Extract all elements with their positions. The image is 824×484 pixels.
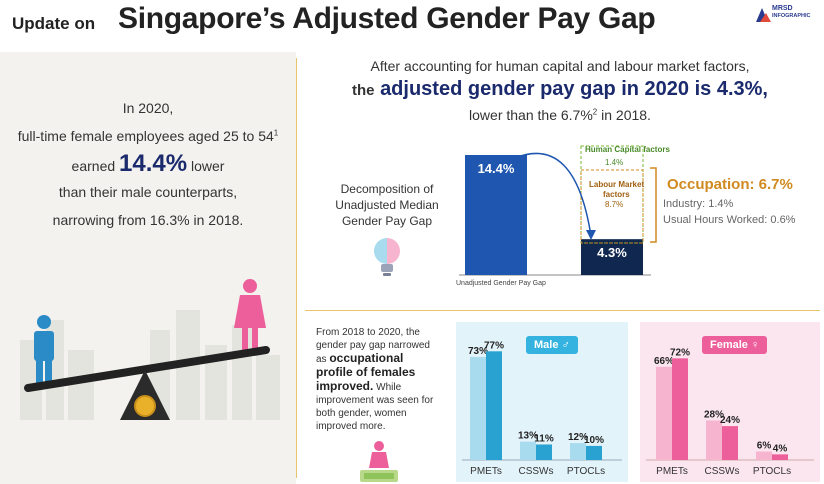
industry-label: Industry: 1.4% — [663, 198, 734, 210]
hc-factor-label: Human Capital factors — [585, 145, 670, 154]
female-bar-cssws-1 — [706, 420, 722, 460]
lm-factor-label-2: factors — [603, 190, 630, 199]
left-text-narrowing: narrowing from 16.3% in 2018. — [52, 212, 244, 228]
female-value-ptocls-2: 4% — [773, 443, 788, 454]
decomp-value-adjusted: 4.3% — [597, 245, 627, 260]
male-symbol-icon: ♂ — [561, 339, 570, 351]
decomp-bar-adjusted — [581, 239, 643, 275]
decomp-bar-unadjusted — [465, 155, 527, 275]
male-category-ptocls: PTOCLs — [567, 466, 605, 477]
hc-factor-value: 1.4% — [605, 158, 624, 167]
adjusted-comparison-post: in 2018. — [601, 107, 651, 123]
male-value-cssws-1: 13% — [518, 431, 538, 442]
female-bar-ptocls-2 — [772, 454, 788, 460]
female-value-cssws-1: 28% — [704, 409, 724, 420]
female-value-cssws-2: 24% — [720, 415, 740, 426]
female-bar-pmets-1 — [656, 366, 672, 460]
left-text-counterparts: than their male counterparts, — [58, 184, 238, 200]
male-category-cssws: CSSWs — [519, 466, 554, 477]
female-bar-cssws-2 — [722, 426, 738, 460]
male-bar-cssws-1 — [520, 441, 536, 460]
lm-factor-value: 8.7% — [605, 200, 624, 209]
decomp-axis-label: Unadjusted Gender Pay Gap — [456, 280, 546, 287]
hours-worked-label: Usual Hours Worked: 0.6% — [663, 214, 796, 226]
breakdown-bracket — [650, 167, 657, 243]
mrsd-logo — [756, 8, 771, 22]
lm-factor-label-1: Labour Market — [589, 180, 645, 189]
decomp-arrow — [514, 152, 592, 237]
left-text-employees-main: full-time female employees aged 25 to 54 — [17, 128, 274, 144]
decomposition-chart: 14.4% 4.3% — [459, 145, 651, 276]
male-badge: Male ♂ — [526, 336, 578, 354]
lm-factor-box — [580, 169, 644, 244]
logo-text-infographic: INFOGRAPHIC — [772, 13, 811, 19]
seesaw-illustration — [20, 279, 280, 420]
left-text-earned-post: lower — [190, 158, 225, 174]
woman-on-cash-icon — [360, 441, 398, 482]
adjusted-headline-pre: the — [352, 82, 375, 99]
male-bar-ptocls-1 — [570, 443, 586, 460]
female-badge: Female ♀ — [702, 336, 768, 354]
decomposition-label-3: Gender Pay Gap — [341, 214, 433, 228]
left-text-employees: full-time female employees aged 25 to 54… — [0, 128, 296, 144]
male-badge-text: Male — [534, 339, 559, 351]
female-bar-pmets-2 — [672, 358, 688, 460]
logo-text-mrsd: MRSD — [772, 5, 793, 12]
male-value-ptocls-2: 10% — [584, 435, 604, 446]
female-occupation-chart: 66%72% PMETs 28%24% CSSWs 6% 4% PTOCLs — [646, 347, 814, 477]
male-figure-icon — [34, 315, 54, 384]
male-bar-pmets-1 — [470, 356, 486, 460]
note-text-2: While improvement was seen for both gend… — [316, 382, 434, 432]
occupation-label: Occupation: 6.7% — [667, 176, 793, 193]
female-category-cssws: CSSWs — [705, 466, 740, 477]
page-title: Singapore’s Adjusted Gender Pay Gap — [118, 2, 656, 35]
male-bar-pmets-2 — [486, 351, 502, 460]
female-category-pmets: PMETs — [656, 466, 688, 477]
female-bar-ptocls-1 — [756, 451, 772, 460]
left-text-earned: earned 14.4% lower — [0, 150, 296, 178]
adjusted-intro: After accounting for human capital and l… — [370, 58, 750, 74]
note-bold: occupational profile of females improved… — [316, 351, 416, 393]
left-text-year: In 2020, — [122, 100, 174, 116]
adjusted-headline-main: adjusted gender pay gap in 2020 is 4.3%, — [380, 78, 768, 100]
female-category-ptocls: PTOCLs — [753, 466, 791, 477]
adjusted-headline: the adjusted gender pay gap in 2020 is 4… — [300, 78, 820, 101]
male-bar-cssws-2 — [536, 444, 552, 460]
female-badge-text: Female — [710, 339, 748, 351]
footnote-2: 2 — [592, 107, 598, 117]
adjusted-comparison-pre: lower than the 6.7% — [469, 107, 593, 123]
decomp-arrowhead — [586, 230, 596, 240]
left-text-earned-pre: earned — [71, 158, 116, 174]
coin-icon — [134, 395, 156, 417]
male-category-pmets: PMETs — [470, 466, 502, 477]
male-value-pmets-2: 77% — [484, 340, 504, 351]
lightbulb-icon — [374, 238, 400, 276]
male-bar-ptocls-2 — [586, 445, 602, 460]
footnote-1: 1 — [273, 128, 279, 138]
vertical-divider — [296, 58, 297, 478]
title-prefix: Update on — [12, 14, 96, 33]
male-value-ptocls-1: 12% — [568, 432, 588, 443]
female-figure-icon — [234, 279, 266, 352]
decomposition-label-1: Decomposition of — [340, 182, 434, 196]
male-value-pmets-1: 73% — [468, 346, 488, 357]
decomposition-label-2: Unadjusted Median — [335, 198, 439, 212]
adjusted-comparison: lower than the 6.7%2 in 2018. — [300, 107, 820, 123]
occupation-note: From 2018 to 2020, the gender pay gap na… — [316, 326, 442, 433]
male-occupation-chart: 73%77% PMETs 13%11% CSSWs 12%10% PTOCLs — [462, 340, 622, 477]
male-value-cssws-2: 11% — [534, 433, 554, 444]
unadjusted-gap-value: 14.4% — [119, 150, 188, 177]
female-value-pmets-1: 66% — [654, 356, 674, 367]
seesaw-plank — [24, 346, 270, 392]
female-symbol-icon: ♀ — [750, 339, 760, 351]
note-text-1: From 2018 to 2020, the gender pay gap na… — [316, 327, 430, 365]
female-value-ptocls-1: 6% — [757, 441, 772, 452]
female-value-pmets-2: 72% — [670, 347, 690, 358]
decomp-value-unadjusted: 14.4% — [478, 161, 515, 176]
horizontal-divider — [305, 310, 820, 311]
